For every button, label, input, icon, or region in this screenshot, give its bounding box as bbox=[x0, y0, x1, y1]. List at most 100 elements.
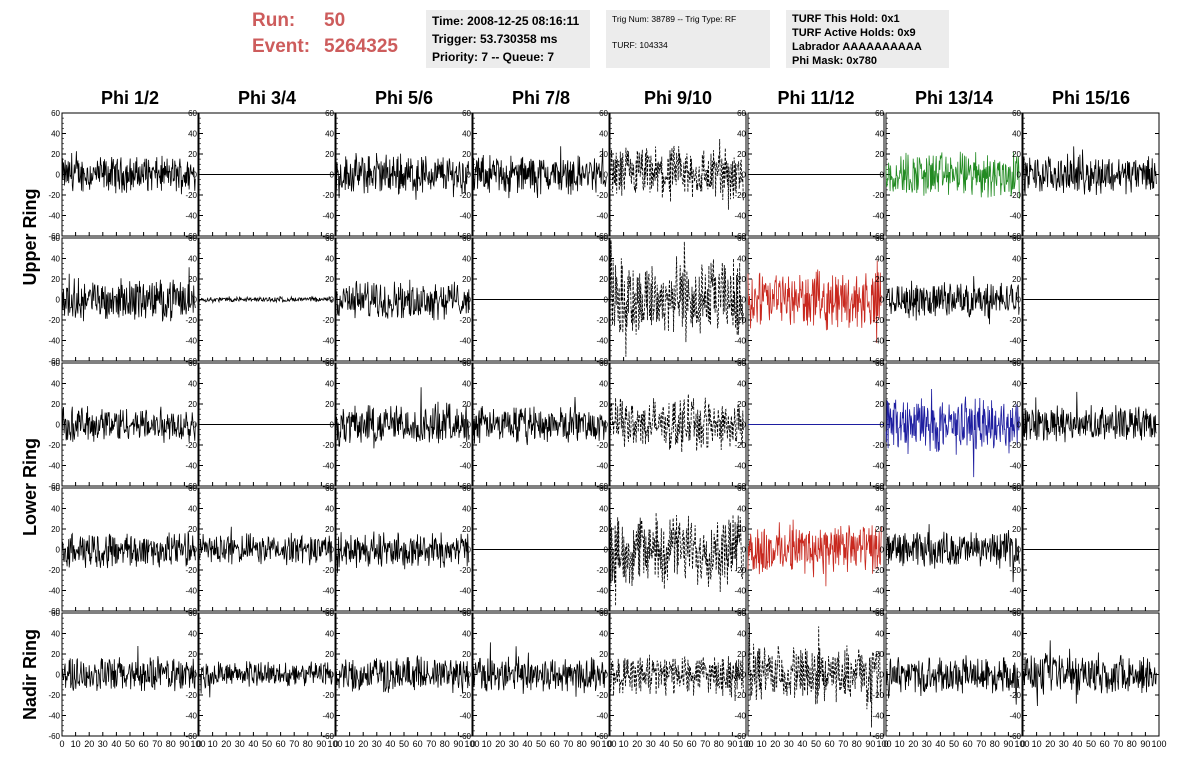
waveform-trace bbox=[885, 655, 1020, 705]
y-tick-label: 60 bbox=[462, 609, 471, 618]
ring-label: Upper Ring bbox=[20, 189, 40, 286]
y-tick-label: -60 bbox=[185, 357, 197, 366]
y-tick-label: -20 bbox=[1009, 441, 1021, 450]
y-tick-label: 20 bbox=[51, 525, 60, 534]
y-tick-label: 0 bbox=[56, 296, 61, 305]
x-tick-label: 80 bbox=[990, 739, 1000, 749]
y-tick-label: -20 bbox=[459, 191, 471, 200]
y-tick-label: 20 bbox=[462, 275, 471, 284]
y-tick-label: 40 bbox=[875, 380, 884, 389]
y-tick-label: 60 bbox=[188, 109, 197, 118]
y-tick-label: 40 bbox=[462, 630, 471, 639]
y-tick-label: 60 bbox=[188, 234, 197, 243]
y-tick-label: 60 bbox=[51, 609, 60, 618]
x-tick-label: 20 bbox=[632, 739, 642, 749]
y-tick-label: 40 bbox=[51, 505, 60, 514]
y-tick-label: 0 bbox=[467, 671, 472, 680]
turf-text: TURF: 104334 bbox=[612, 40, 668, 50]
y-tick-label: -20 bbox=[48, 316, 60, 325]
y-tick-label: -20 bbox=[872, 441, 884, 450]
y-tick-label: 60 bbox=[325, 234, 334, 243]
waveform-trace bbox=[885, 388, 1020, 478]
y-tick-label: -60 bbox=[734, 357, 746, 366]
y-tick-label: -40 bbox=[872, 587, 884, 596]
x-tick-label: 40 bbox=[1072, 739, 1082, 749]
y-tick-label: -20 bbox=[322, 566, 334, 575]
y-tick-label: -60 bbox=[322, 482, 334, 491]
x-tick-label: 10 bbox=[208, 739, 218, 749]
y-tick-label: -20 bbox=[48, 191, 60, 200]
waveform-trace bbox=[885, 524, 1020, 583]
y-tick-label: 20 bbox=[875, 275, 884, 284]
y-tick-label: 60 bbox=[1012, 109, 1021, 118]
y-tick-label: -40 bbox=[596, 712, 608, 721]
y-tick-label: -20 bbox=[322, 316, 334, 325]
y-tick-label: 20 bbox=[51, 275, 60, 284]
x-tick-label: 20 bbox=[1045, 739, 1055, 749]
y-tick-label: -60 bbox=[185, 607, 197, 616]
turf-this-hold-text: TURF This Hold: 0x1 bbox=[792, 13, 900, 25]
y-tick-label: -60 bbox=[596, 607, 608, 616]
x-tick-label: 20 bbox=[495, 739, 505, 749]
y-tick-label: -40 bbox=[1009, 462, 1021, 471]
y-tick-label: 20 bbox=[325, 275, 334, 284]
y-tick-label: 0 bbox=[193, 171, 198, 180]
waveform-trace bbox=[885, 276, 1020, 325]
y-tick-label: 40 bbox=[737, 255, 746, 264]
y-tick-label: -40 bbox=[596, 462, 608, 471]
y-tick-label: 0 bbox=[742, 671, 747, 680]
x-tick-label: 100 bbox=[1014, 739, 1029, 749]
y-tick-label: 0 bbox=[604, 296, 609, 305]
x-tick-label: 40 bbox=[797, 739, 807, 749]
y-tick-label: 0 bbox=[330, 171, 335, 180]
x-tick-label: 50 bbox=[536, 739, 546, 749]
y-tick-label: -40 bbox=[322, 212, 334, 221]
y-tick-label: -40 bbox=[872, 712, 884, 721]
column-header: Phi 7/8 bbox=[512, 88, 570, 108]
y-tick-label: -20 bbox=[185, 566, 197, 575]
y-tick-label: -20 bbox=[459, 316, 471, 325]
y-tick-label: 0 bbox=[193, 671, 198, 680]
y-tick-label: 0 bbox=[193, 546, 198, 555]
waveform-trace bbox=[747, 260, 882, 343]
ring-label: Lower Ring bbox=[20, 438, 40, 536]
x-tick-label: 50 bbox=[1086, 739, 1096, 749]
y-tick-label: 0 bbox=[330, 296, 335, 305]
x-tick-label: 0 bbox=[1020, 739, 1025, 749]
y-tick-label: -20 bbox=[322, 691, 334, 700]
y-tick-label: -20 bbox=[596, 191, 608, 200]
y-tick-label: 0 bbox=[1017, 296, 1022, 305]
y-tick-label: -20 bbox=[596, 316, 608, 325]
y-tick-label: -20 bbox=[872, 191, 884, 200]
y-tick-label: -60 bbox=[734, 607, 746, 616]
time-text: Time: 2008-12-25 08:16:11 bbox=[432, 14, 580, 28]
y-tick-label: 0 bbox=[742, 296, 747, 305]
panel-frame bbox=[335, 237, 473, 362]
waveform-trace bbox=[609, 654, 744, 702]
y-tick-label: 60 bbox=[325, 484, 334, 493]
y-tick-label: 20 bbox=[51, 400, 60, 409]
x-tick-label: 0 bbox=[333, 739, 338, 749]
y-tick-label: -20 bbox=[185, 191, 197, 200]
column-header: Phi 5/6 bbox=[375, 88, 433, 108]
y-tick-label: -60 bbox=[459, 482, 471, 491]
x-tick-label: 10 bbox=[619, 739, 629, 749]
y-tick-label: 0 bbox=[1017, 546, 1022, 555]
turf-active-holds-text: TURF Active Holds: 0x9 bbox=[792, 27, 916, 39]
y-tick-label: 0 bbox=[330, 421, 335, 430]
y-tick-label: 40 bbox=[462, 130, 471, 139]
y-tick-label: 0 bbox=[742, 421, 747, 430]
y-tick-label: 60 bbox=[737, 109, 746, 118]
y-tick-label: 0 bbox=[1017, 171, 1022, 180]
y-tick-label: -40 bbox=[1009, 212, 1021, 221]
y-tick-label: 60 bbox=[599, 359, 608, 368]
y-tick-label: 40 bbox=[875, 255, 884, 264]
y-tick-label: -60 bbox=[872, 357, 884, 366]
y-tick-label: -60 bbox=[322, 357, 334, 366]
y-tick-label: -60 bbox=[596, 482, 608, 491]
x-tick-label: 10 bbox=[71, 739, 81, 749]
y-tick-label: -60 bbox=[1009, 732, 1021, 741]
waveform-trace bbox=[609, 138, 744, 210]
y-tick-label: -20 bbox=[1009, 691, 1021, 700]
